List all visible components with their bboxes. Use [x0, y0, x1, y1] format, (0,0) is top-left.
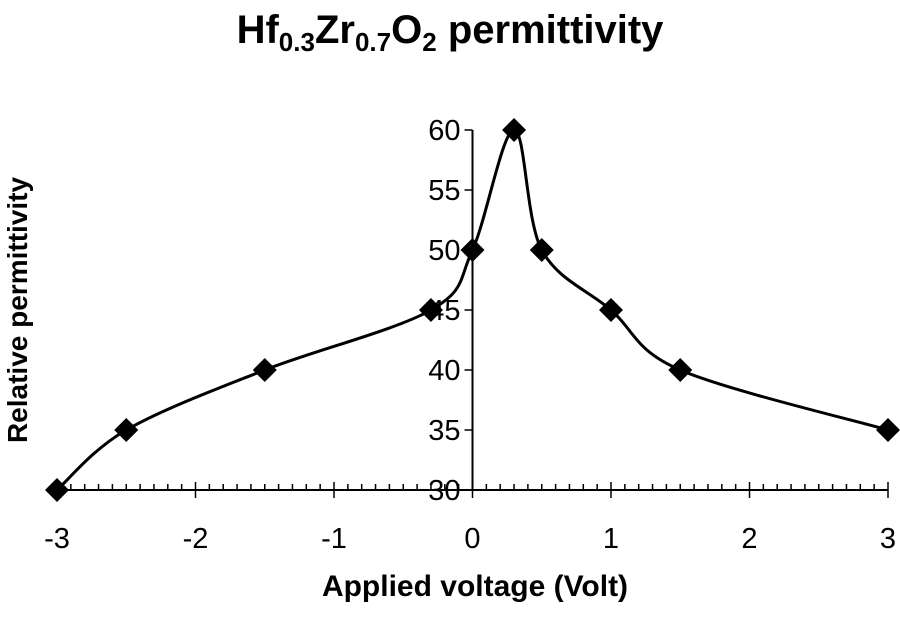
data-point-marker: [252, 358, 277, 382]
y-tick-label: 30: [428, 475, 460, 507]
x-axis-label: Applied voltage (Volt): [321, 570, 629, 603]
data-point-marker: [599, 298, 623, 322]
x-tick-label: -1: [321, 523, 347, 555]
y-tick-label: 50: [428, 235, 460, 267]
y-tick-label: 35: [428, 415, 460, 447]
data-point-marker: [668, 358, 693, 382]
data-point-marker: [114, 418, 139, 442]
data-point-marker: [502, 118, 527, 142]
chart-title: Hf0.3Zr0.7O2 permittivity: [236, 8, 664, 57]
y-tick-label: 60: [428, 115, 460, 147]
data-point-marker: [529, 238, 554, 262]
data-point-marker: [45, 478, 69, 502]
x-tick-label: 2: [741, 523, 757, 555]
y-tick-label: 40: [428, 355, 460, 387]
data-point-marker: [460, 238, 485, 262]
data-point-marker: [876, 418, 900, 442]
x-tick-label: 1: [603, 523, 619, 555]
x-tick-label: 0: [464, 523, 480, 555]
x-tick-label: -2: [183, 523, 209, 555]
x-tick-label: 3: [880, 523, 896, 555]
x-tick-label: -3: [44, 523, 70, 555]
markers: [45, 118, 900, 502]
y-tick-label: 55: [428, 175, 460, 207]
series-line: [56, 128, 889, 492]
axes: [56, 129, 889, 498]
data-point-marker: [418, 298, 443, 322]
